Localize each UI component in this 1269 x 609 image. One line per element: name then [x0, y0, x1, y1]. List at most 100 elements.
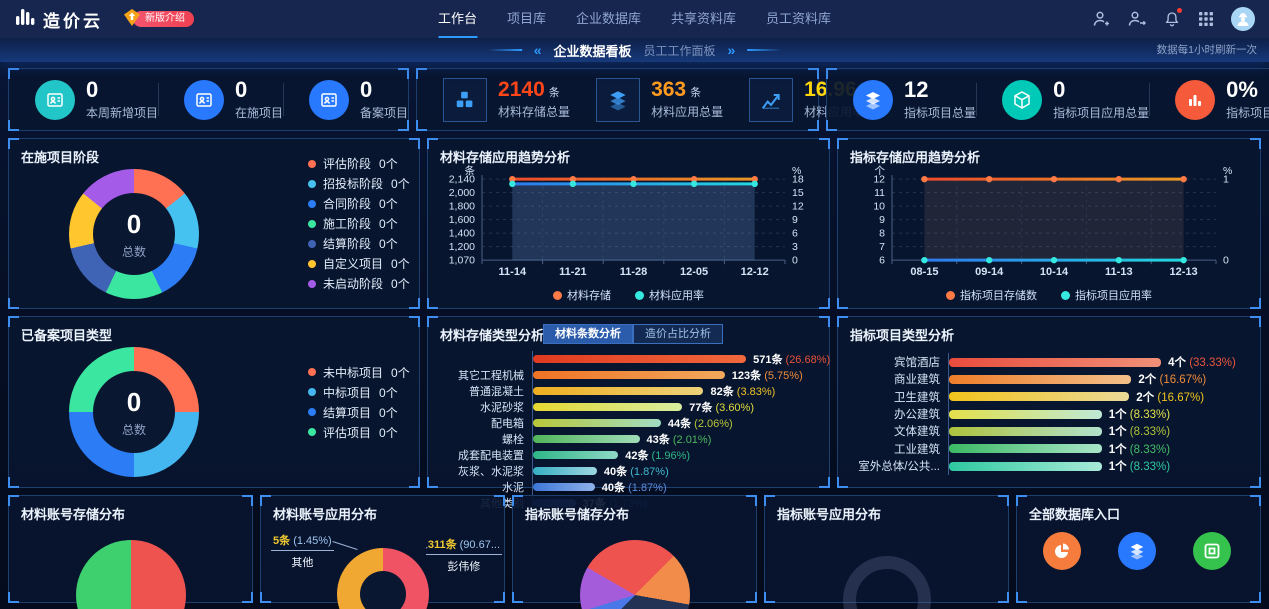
data-point-dot[interactable] [986, 176, 993, 183]
bar[interactable] [533, 355, 747, 364]
bar[interactable] [533, 451, 619, 460]
indicator-account-storage-pie[interactable] [579, 539, 690, 609]
bar[interactable] [533, 419, 661, 428]
bar[interactable] [533, 371, 725, 380]
panel-indicator-stats: 12 指标项目总量 0 指标项目应用总量 [826, 68, 1269, 132]
bar[interactable] [533, 483, 595, 492]
bar[interactable] [949, 392, 1130, 402]
legend-item[interactable]: 合同阶段 0个 [308, 194, 410, 214]
data-point-dot[interactable] [1180, 176, 1187, 183]
svg-text:3: 3 [792, 241, 798, 253]
data-point-dot[interactable] [921, 257, 928, 264]
data-point-dot[interactable] [1050, 176, 1058, 183]
nav-item-shared-library[interactable]: 共享资料库 [671, 11, 737, 26]
data-point-dot[interactable] [1180, 257, 1187, 264]
nav-item-staff-library[interactable]: 员工资料库 [766, 11, 832, 26]
tab-cost-ratio-analysis[interactable]: 造价占比分析 [633, 324, 723, 345]
database-grid-icon[interactable] [1193, 531, 1231, 570]
data-point-dot[interactable] [509, 176, 516, 183]
bar[interactable] [533, 467, 597, 476]
legend-item[interactable]: 结算阶段 0个 [308, 234, 410, 254]
bar-row: 室外总体/公共... 1个 (8.33%) [848, 457, 1252, 475]
notification-bell-icon[interactable] [1163, 8, 1182, 28]
legend-item[interactable]: 自定义项目 0个 [308, 254, 410, 274]
data-point-dot[interactable] [751, 180, 758, 188]
tab-material-count-analysis[interactable]: 材料条数分析 [543, 324, 633, 345]
bar[interactable] [533, 435, 640, 444]
bar-label: 文体建筑 [894, 426, 940, 439]
data-point-dot[interactable] [921, 176, 928, 183]
nav-item-project-library[interactable]: 项目库 [506, 11, 546, 26]
tab-staff-workboard[interactable]: 员工工作面板 [643, 43, 716, 58]
legend-item[interactable]: 未启动阶段 0个 [308, 274, 410, 294]
bar-value: 2个 (16.67%) [1136, 389, 1204, 405]
bar-label: 办公建筑 [894, 409, 940, 422]
user-switch-icon[interactable] [1128, 10, 1146, 28]
data-point-dot[interactable] [1050, 257, 1058, 264]
notification-dot [1177, 8, 1182, 13]
legend-item[interactable]: 中标项目 0个 [308, 382, 410, 402]
bar[interactable] [949, 444, 1102, 454]
legend-item[interactable]: 招投标阶段 0个 [308, 174, 410, 194]
bar-percent: (3.83%) [733, 386, 776, 399]
chevrons-right-icon[interactable]: » [727, 42, 736, 58]
legend-item[interactable]: 评估项目 0个 [308, 422, 410, 442]
data-point-dot[interactable] [630, 176, 637, 183]
svg-text:11-21: 11-21 [559, 266, 587, 278]
data-point-dot[interactable] [1115, 176, 1122, 183]
bar-value: 40条 (1.87%) [602, 479, 667, 495]
bar[interactable] [949, 461, 1102, 471]
data-point-dot[interactable] [569, 180, 577, 188]
svg-text:8: 8 [879, 228, 885, 240]
legend-item[interactable]: 指标项目存储数 [946, 287, 1037, 303]
stat-indicator-total: 12 指标项目总量 [827, 69, 976, 130]
material-account-usage-pie[interactable] [336, 547, 429, 609]
legend-item[interactable]: 指标项目应用率 [1061, 287, 1152, 303]
nav-item-enterprise-database[interactable]: 企业数据库 [575, 11, 642, 26]
legend-label: 施工阶段 [323, 217, 372, 232]
svg-text:12: 12 [873, 174, 885, 186]
app-logo[interactable]: 造价云 [14, 7, 103, 32]
project-stats: 0 本周新增项目 0 在施项目 [9, 69, 408, 130]
data-point-dot[interactable] [690, 180, 698, 188]
bar[interactable] [949, 357, 1162, 367]
new-version-badge[interactable]: 新版介绍 [124, 9, 194, 27]
tab-enterprise-dashboard[interactable]: 企业数据看板 [553, 43, 632, 59]
callout-value: 311条 [427, 538, 457, 551]
bar[interactable] [533, 387, 704, 396]
user-avatar[interactable] [1231, 7, 1255, 31]
data-point-dot[interactable] [986, 257, 993, 264]
legend-dot-icon [308, 179, 316, 188]
legend-item[interactable]: 结算项目 0个 [308, 402, 410, 422]
legend-item[interactable]: 材料应用率 [635, 287, 704, 303]
bar[interactable] [949, 426, 1102, 436]
layers-icon[interactable] [1118, 531, 1156, 570]
bar[interactable] [533, 403, 683, 412]
data-point-dot[interactable] [1115, 257, 1122, 264]
bar[interactable] [949, 374, 1132, 384]
legend-item[interactable]: 材料存储 [553, 287, 611, 303]
legend-dot-icon [308, 199, 316, 208]
data-point-dot[interactable] [509, 180, 516, 188]
data-point-dot[interactable] [569, 176, 577, 183]
legend-item[interactable]: 未中标项目 0个 [308, 362, 410, 382]
stat-inprogress-projects: 0 在施项目 [158, 69, 283, 130]
nav-item-workbench[interactable]: 工作台 [423, 0, 492, 38]
indicator-account-usage-empty-ring [842, 555, 931, 609]
pie-chart-icon[interactable] [1043, 531, 1081, 570]
bar-count: 40条 [601, 482, 626, 495]
svg-text:11: 11 [874, 187, 885, 199]
trend-legend: 材料存储 材料应用率 [436, 286, 821, 304]
user-add-icon[interactable] [1093, 10, 1111, 28]
data-point-dot[interactable] [690, 176, 698, 183]
bar-value: 571条 (26.68%) [753, 351, 830, 367]
chevrons-left-icon[interactable]: « [533, 42, 542, 58]
legend-item[interactable]: 评估阶段 0个 [308, 154, 410, 174]
bar[interactable] [949, 409, 1102, 419]
apps-grid-icon[interactable] [1198, 11, 1214, 27]
legend-item[interactable]: 施工阶段 0个 [308, 214, 410, 234]
data-point-dot[interactable] [630, 180, 637, 188]
data-point-dot[interactable] [751, 176, 758, 183]
material-account-storage-pie[interactable] [75, 539, 186, 609]
